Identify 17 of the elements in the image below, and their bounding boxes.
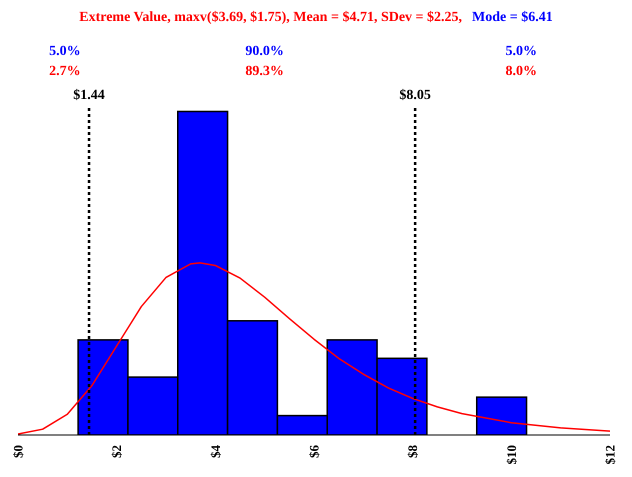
x-tick-label: $0 (10, 445, 26, 458)
ref-line-label: $1.44 (73, 88, 105, 103)
x-tick-label: $8 (405, 444, 420, 458)
ref-line-label: $8.05 (399, 88, 431, 103)
text: 2.7% (48, 64, 82, 80)
chart-title: Extreme Value, maxv($3.69, $1.75), Mean = $4.71, SDev = $2.25, (79, 10, 462, 25)
text: 8.0% (504, 64, 538, 80)
chart-subtitle: Mode = $6.41 (472, 10, 553, 25)
text: 90.0% (244, 44, 285, 60)
text: 89.3% (244, 64, 285, 80)
text: 5.0% (48, 44, 82, 60)
x-tick-label: $4 (208, 444, 223, 458)
x-tick-label: $2 (109, 445, 124, 458)
x-tick-label: $12 (602, 445, 618, 464)
x-tick-label: $10 (504, 445, 519, 464)
text: 5.0% (504, 44, 538, 60)
x-tick-label: $6 (306, 444, 322, 458)
